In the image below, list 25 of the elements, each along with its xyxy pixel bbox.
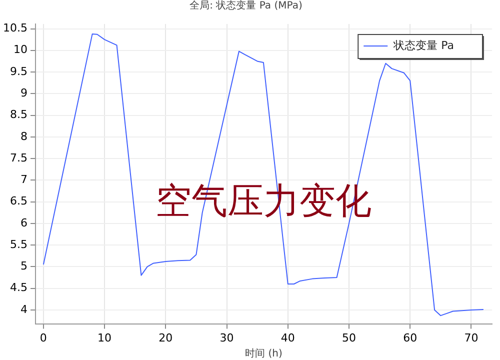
x-tick-label: 50 (342, 331, 356, 344)
x-tick-label: 0 (40, 331, 47, 344)
x-axis-title: 时间 (h) (245, 348, 282, 360)
y-tick-label: 6.5 (10, 194, 28, 208)
y-tick-label: 9.5 (10, 64, 28, 78)
y-tick-label: 5.5 (10, 238, 28, 251)
x-tick-label: 30 (220, 331, 234, 344)
x-tick-label: 70 (464, 331, 478, 344)
y-tick-label: 8 (20, 130, 28, 143)
y-tick-label: 5 (20, 260, 28, 273)
x-tick-label: 60 (403, 331, 418, 344)
y-tick-label: 10.5 (2, 22, 28, 35)
x-tick-label: 40 (280, 331, 295, 344)
y-tick-label: 4 (20, 302, 28, 316)
y-tick-label: 4.5 (10, 281, 28, 294)
y-tick-label: 7.5 (10, 151, 28, 164)
y-tick-label: 6 (20, 216, 28, 230)
x-tick-label: 10 (98, 331, 112, 344)
y-tick-label: 7 (20, 173, 28, 186)
y-tick-label: 10 (13, 43, 28, 56)
chart-title: 全局: 状态变量 Pa (MPa) (190, 0, 302, 12)
y-tick-label: 9 (20, 86, 28, 100)
legend-label: 状态变量 Pa (392, 38, 454, 52)
x-tick-label: 20 (158, 331, 173, 344)
y-tick-label: 8.5 (10, 108, 28, 122)
